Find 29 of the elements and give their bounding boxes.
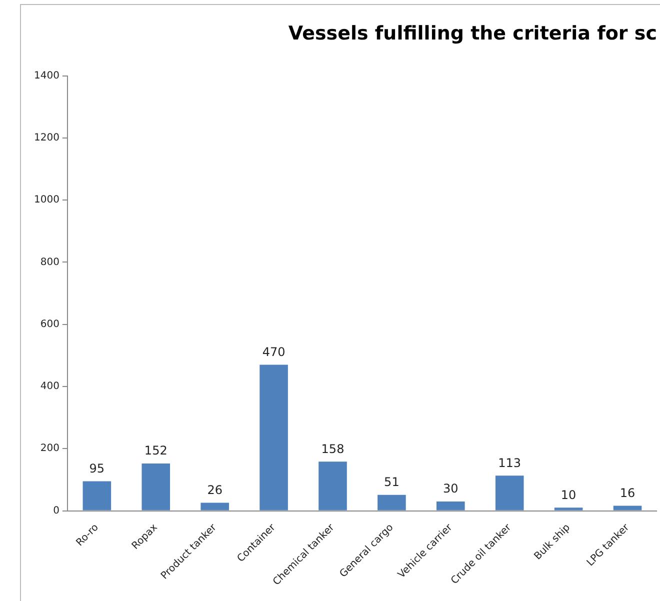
bar [82,481,112,510]
data-label: 470 [262,344,286,359]
bar [142,464,170,510]
data-label: 51 [384,475,400,490]
y-tick-label: 1000 [34,194,60,206]
data-label: 113 [498,456,522,470]
bar [378,494,406,510]
bar [613,506,642,510]
y-tick-label: 600 [40,318,60,330]
data-label: 158 [321,442,344,456]
chart-title: Vessels fulfilling the criteria for sc [288,22,657,44]
bar [554,508,583,510]
data-label: 152 [144,444,168,458]
data-label: 10 [560,488,576,502]
data-label: 16 [620,486,636,500]
bar [318,462,347,510]
bar [200,502,229,510]
bar [260,364,288,510]
y-tick-label: 1400 [34,70,60,82]
y-tick-label: 0 [53,505,60,516]
bar [495,476,524,510]
data-label: 95 [89,461,105,476]
bar [436,501,465,510]
y-tick-label: 800 [40,256,60,268]
data-label: 26 [207,482,222,497]
y-tick-label: 1200 [34,132,60,144]
data-label: 30 [443,482,458,496]
y-tick-label: 200 [40,443,60,454]
y-tick-label: 400 [40,381,60,392]
